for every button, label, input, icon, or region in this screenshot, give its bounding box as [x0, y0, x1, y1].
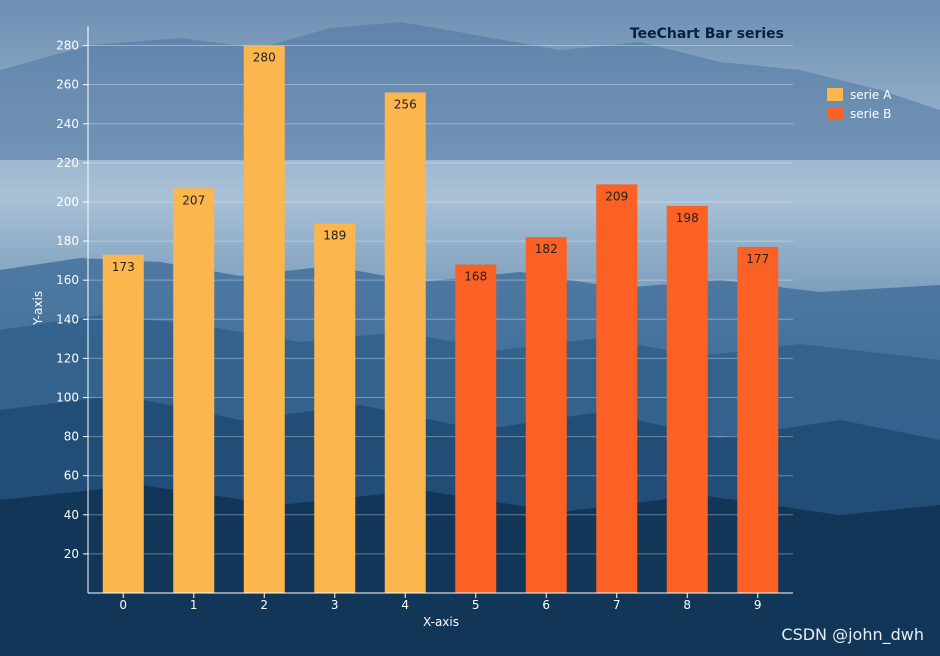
x-tick-label: 8	[683, 598, 691, 612]
x-tick-label: 6	[542, 598, 550, 612]
bar[interactable]	[243, 45, 285, 594]
y-tick-label: 60	[64, 469, 79, 483]
y-tick-label: 40	[64, 508, 79, 522]
y-tick-label: 80	[64, 430, 79, 444]
data-label: 168	[464, 270, 487, 284]
y-tick-label: 260	[56, 78, 79, 92]
bar[interactable]	[314, 223, 356, 593]
data-label: 198	[676, 211, 699, 225]
legend-swatch	[827, 88, 843, 101]
watermark: CSDN @john_dwh	[781, 625, 924, 645]
x-tick-label: 7	[613, 598, 621, 612]
legend-label: serie B	[850, 107, 891, 121]
bar-series	[102, 45, 779, 594]
y-tick-label: 20	[64, 547, 79, 561]
bar[interactable]	[737, 246, 779, 593]
x-tick-label: 4	[401, 598, 409, 612]
x-axis-title: X-axis	[423, 615, 459, 629]
data-label: 207	[182, 193, 205, 207]
y-axis-title: Y-axis	[31, 291, 45, 326]
y-tick-label: 280	[56, 39, 79, 53]
bar[interactable]	[455, 264, 497, 593]
bar[interactable]	[596, 184, 638, 594]
x-tick-labels: 0 1 2 3 4 5 6 7 8 9	[119, 593, 762, 612]
data-label: 280	[253, 51, 276, 65]
legend-label: serie A	[850, 88, 892, 102]
x-tick-label: 9	[754, 598, 762, 612]
y-tick-label: 200	[56, 195, 79, 209]
data-label: 189	[323, 228, 346, 242]
legend: serie A serie B	[827, 88, 892, 121]
data-label: 209	[605, 189, 628, 203]
data-label: 173	[112, 260, 135, 274]
data-label: 182	[535, 242, 558, 256]
y-tick-label: 100	[56, 390, 79, 404]
x-tick-label: 1	[190, 598, 198, 612]
y-tick-label: 160	[56, 273, 79, 287]
y-tick-label: 180	[56, 234, 79, 248]
y-tick-label: 220	[56, 156, 79, 170]
y-tick-labels: 20 40 60 80 100 120 140 160 180 200 220 240 260 280	[56, 39, 88, 561]
axes	[87, 26, 793, 594]
data-label: 256	[394, 97, 417, 111]
chart-title: TeeChart Bar series	[630, 26, 784, 42]
y-tick-label: 120	[56, 351, 79, 365]
bar[interactable]	[102, 254, 144, 593]
x-tick-label: 0	[119, 598, 127, 612]
data-labels: 173 207 280 189 256 168 182 209 198 177	[112, 51, 769, 284]
bar[interactable]	[384, 92, 426, 593]
bar[interactable]	[173, 188, 215, 594]
y-tick-label: 240	[56, 117, 79, 131]
x-tick-label: 3	[331, 598, 339, 612]
legend-swatch	[827, 107, 843, 120]
x-tick-label: 2	[260, 598, 268, 612]
y-tick-label: 140	[56, 312, 79, 326]
bar[interactable]	[666, 205, 708, 593]
x-tick-label: 5	[472, 598, 480, 612]
data-label: 177	[746, 252, 769, 266]
bar[interactable]	[525, 237, 567, 593]
